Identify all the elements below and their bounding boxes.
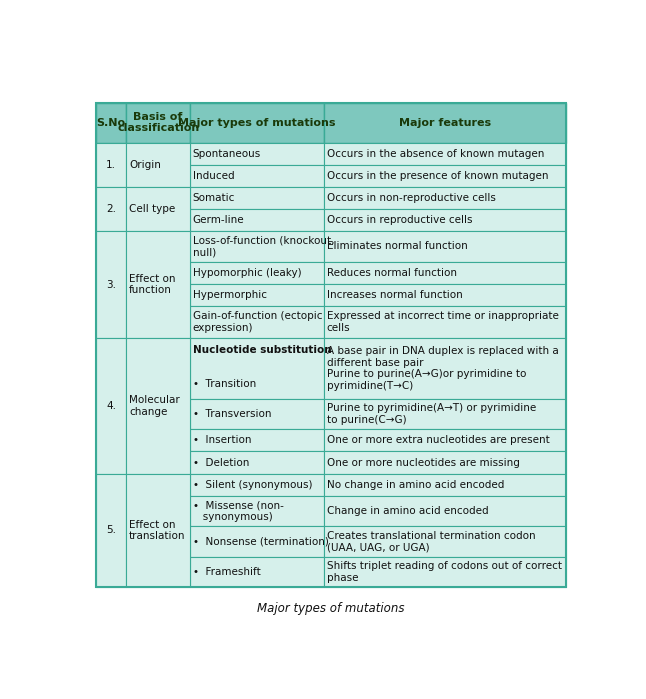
Bar (127, 103, 190, 143)
Text: S.No: S.No (96, 117, 125, 128)
Bar (324, 231, 567, 261)
Text: Effect on
translation: Effect on translation (129, 519, 185, 541)
Text: Somatic: Somatic (193, 193, 235, 203)
Bar (190, 338, 324, 399)
Text: •  Transition: • Transition (193, 379, 256, 389)
Text: •  Deletion: • Deletion (193, 458, 249, 468)
Text: •  Transversion: • Transversion (193, 409, 271, 419)
Bar (127, 338, 190, 474)
Bar (127, 231, 190, 338)
Text: Purine to pyrimidine(A→T) or pyrimidine
to purine(C→G): Purine to pyrimidine(A→T) or pyrimidine … (327, 403, 536, 425)
Bar (96, 187, 127, 231)
Text: Hypomorphic (leaky): Hypomorphic (leaky) (193, 268, 301, 278)
Bar (190, 284, 324, 306)
Text: Basis of
classification: Basis of classification (117, 112, 199, 134)
Bar (190, 496, 324, 526)
Bar (324, 526, 567, 556)
Bar (190, 452, 324, 474)
Text: 2.: 2. (106, 204, 116, 214)
Text: Hypermorphic: Hypermorphic (193, 290, 267, 300)
Bar (324, 556, 567, 587)
Text: Origin: Origin (129, 160, 161, 170)
Text: Gain-of-function (ectopic
expression): Gain-of-function (ectopic expression) (193, 311, 322, 333)
Bar (127, 474, 190, 587)
Bar (127, 143, 190, 187)
Bar (190, 209, 324, 231)
Bar (190, 231, 324, 261)
Text: Spontaneous: Spontaneous (193, 149, 261, 159)
Text: 5.: 5. (106, 526, 116, 535)
Text: Eliminates normal function: Eliminates normal function (327, 241, 468, 252)
Bar (324, 209, 567, 231)
Text: •  Frameshift: • Frameshift (193, 567, 260, 577)
Text: •  Silent (synonymous): • Silent (synonymous) (193, 480, 312, 490)
Bar (96, 338, 127, 474)
Text: A base pair in DNA duplex is replaced with a
different base pair
Purine to purin: A base pair in DNA duplex is replaced wi… (327, 346, 559, 391)
Bar (96, 474, 127, 587)
Bar (324, 338, 567, 399)
Bar (190, 556, 324, 587)
Bar (96, 103, 567, 587)
Bar (190, 261, 324, 284)
Text: Major features: Major features (399, 117, 491, 128)
Text: Major types of mutations: Major types of mutations (257, 602, 405, 615)
Bar (324, 474, 567, 496)
Text: Occurs in the presence of known mutagen: Occurs in the presence of known mutagen (327, 171, 548, 181)
Text: 4.: 4. (106, 401, 116, 411)
Bar (96, 231, 127, 338)
Bar (190, 399, 324, 429)
Text: Nucleotide substitution: Nucleotide substitution (193, 345, 331, 355)
Bar (190, 187, 324, 209)
Bar (190, 165, 324, 187)
Bar (324, 261, 567, 284)
Text: Molecular
change: Molecular change (129, 395, 180, 417)
Bar (190, 429, 324, 452)
Text: Loss-of-function (knockout,
null): Loss-of-function (knockout, null) (193, 236, 334, 257)
Text: Expressed at incorrect time or inappropriate
cells: Expressed at incorrect time or inappropr… (327, 311, 559, 333)
Text: •  Insertion: • Insertion (193, 435, 251, 445)
Bar (190, 103, 324, 143)
Text: Occurs in reproductive cells: Occurs in reproductive cells (327, 215, 472, 225)
Text: Major types of mutations: Major types of mutations (178, 117, 336, 128)
Text: Induced: Induced (193, 171, 234, 181)
Bar (324, 103, 567, 143)
Bar (127, 187, 190, 231)
Bar (324, 496, 567, 526)
Text: Shifts triplet reading of codons out of correct
phase: Shifts triplet reading of codons out of … (327, 561, 562, 583)
Text: Cell type: Cell type (129, 204, 176, 214)
Bar (324, 187, 567, 209)
Text: One or more extra nucleotides are present: One or more extra nucleotides are presen… (327, 435, 550, 445)
Text: Increases normal function: Increases normal function (327, 290, 463, 300)
Bar (324, 165, 567, 187)
Text: •  Nonsense (termination): • Nonsense (termination) (193, 536, 329, 547)
Bar (324, 429, 567, 452)
Bar (96, 103, 127, 143)
Text: 3.: 3. (106, 280, 116, 289)
Bar (96, 143, 127, 187)
Bar (190, 306, 324, 338)
Text: No change in amino acid encoded: No change in amino acid encoded (327, 480, 505, 490)
Text: Effect on
function: Effect on function (129, 274, 176, 296)
Bar (324, 306, 567, 338)
Bar (190, 474, 324, 496)
Bar (324, 452, 567, 474)
Bar (190, 143, 324, 165)
Bar (324, 284, 567, 306)
Text: •  Missense (non-
   synonymous): • Missense (non- synonymous) (193, 500, 284, 522)
Text: Occurs in non-reproductive cells: Occurs in non-reproductive cells (327, 193, 495, 203)
Bar (324, 143, 567, 165)
Text: Occurs in the absence of known mutagen: Occurs in the absence of known mutagen (327, 149, 544, 159)
Text: Reduces normal function: Reduces normal function (327, 268, 457, 278)
Text: Change in amino acid encoded: Change in amino acid encoded (327, 506, 488, 516)
Text: Germ-line: Germ-line (193, 215, 244, 225)
Text: One or more nucleotides are missing: One or more nucleotides are missing (327, 458, 520, 468)
Text: Creates translational termination codon
(UAA, UAG, or UGA): Creates translational termination codon … (327, 531, 536, 552)
Bar (324, 399, 567, 429)
Text: 1.: 1. (106, 160, 116, 170)
Bar (190, 526, 324, 556)
